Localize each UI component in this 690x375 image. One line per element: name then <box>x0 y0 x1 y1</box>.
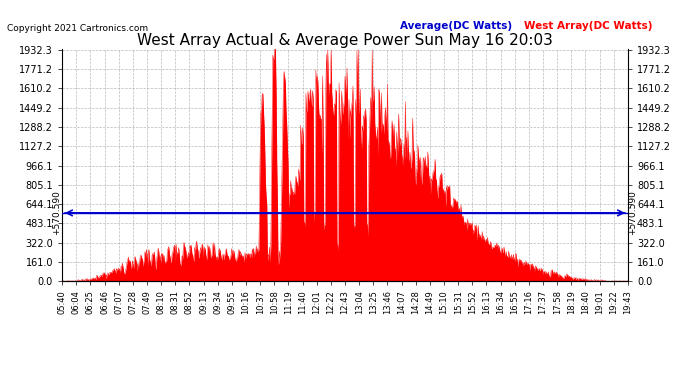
Text: Copyright 2021 Cartronics.com: Copyright 2021 Cartronics.com <box>7 24 148 33</box>
Text: +570.590: +570.590 <box>52 190 61 236</box>
Text: +570.590: +570.590 <box>629 190 638 236</box>
Title: West Array Actual & Average Power Sun May 16 20:03: West Array Actual & Average Power Sun Ma… <box>137 33 553 48</box>
Text: West Array(DC Watts): West Array(DC Watts) <box>524 21 653 31</box>
Text: Average(DC Watts): Average(DC Watts) <box>400 21 512 31</box>
